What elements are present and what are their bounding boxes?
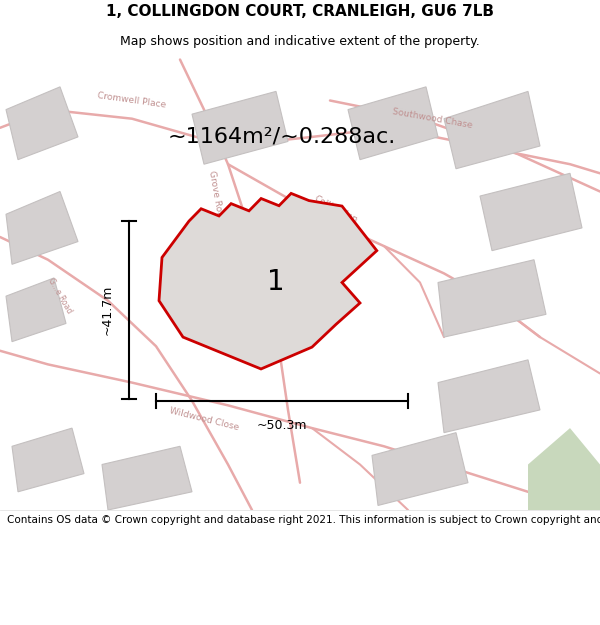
Polygon shape	[6, 278, 66, 342]
Polygon shape	[192, 91, 288, 164]
Polygon shape	[528, 428, 600, 510]
Polygon shape	[480, 173, 582, 251]
Polygon shape	[372, 432, 468, 506]
Text: ~50.3m: ~50.3m	[257, 419, 307, 432]
Polygon shape	[159, 193, 377, 369]
Polygon shape	[102, 446, 192, 510]
Text: Southwood Chase: Southwood Chase	[391, 107, 473, 130]
Text: 1: 1	[267, 269, 285, 296]
Text: Wildwood Close: Wildwood Close	[169, 406, 239, 432]
Polygon shape	[6, 87, 78, 159]
Polygon shape	[438, 260, 546, 337]
Text: G...e Road: G...e Road	[46, 277, 74, 316]
Polygon shape	[12, 428, 84, 492]
Polygon shape	[444, 91, 540, 169]
Text: ~1164m²/~0.288ac.: ~1164m²/~0.288ac.	[168, 127, 396, 147]
Text: Cromwell Place: Cromwell Place	[97, 91, 167, 110]
Text: ~41.7m: ~41.7m	[101, 284, 114, 335]
Polygon shape	[6, 191, 78, 264]
Polygon shape	[438, 360, 540, 432]
Text: Collingdon: Collingdon	[313, 194, 359, 225]
Text: Contains OS data © Crown copyright and database right 2021. This information is : Contains OS data © Crown copyright and d…	[7, 514, 600, 524]
Text: Grove Road: Grove Road	[207, 169, 225, 222]
Text: 1, COLLINGDON COURT, CRANLEIGH, GU6 7LB: 1, COLLINGDON COURT, CRANLEIGH, GU6 7LB	[106, 4, 494, 19]
Text: Map shows position and indicative extent of the property.: Map shows position and indicative extent…	[120, 35, 480, 48]
Polygon shape	[348, 87, 438, 159]
